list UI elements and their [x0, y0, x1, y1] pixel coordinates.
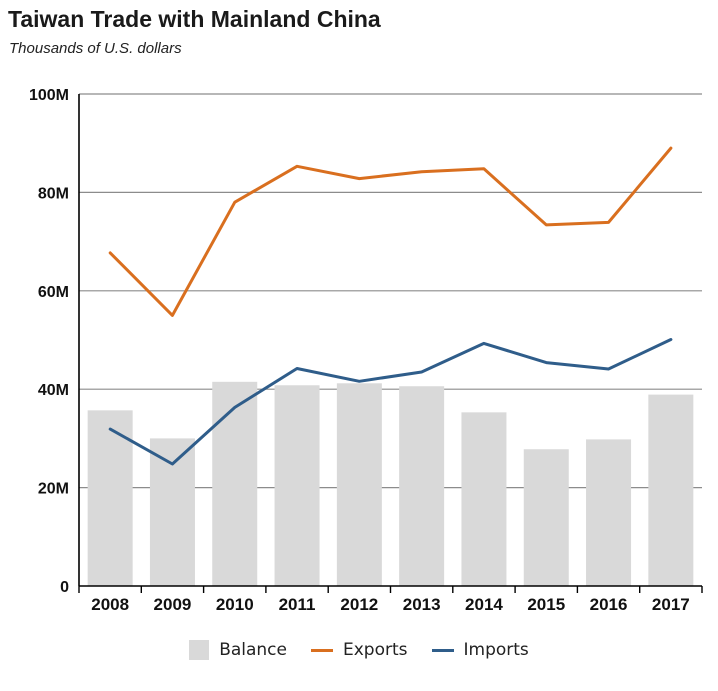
x-tick-label: 2016: [590, 595, 628, 614]
x-tick-label: 2015: [527, 595, 565, 614]
x-tick-label: 2008: [91, 595, 129, 614]
bar-balance: [336, 383, 382, 586]
legend-label-exports: Exports: [343, 640, 408, 660]
bar-balance: [523, 449, 569, 586]
legend-swatch-imports: [431, 648, 454, 652]
bar-balance: [399, 386, 445, 586]
x-tick-label: 2012: [340, 595, 378, 614]
legend-swatch-balance: [189, 640, 210, 660]
y-tick-label: 60M: [38, 284, 69, 301]
chart-title: Taiwan Trade with Mainland China: [8, 6, 381, 32]
chart-subtitle: Thousands of U.S. dollars: [9, 40, 182, 57]
bar-balance: [274, 385, 320, 586]
x-tick-label: 2011: [279, 595, 316, 614]
y-tick-label: 100M: [29, 87, 69, 104]
x-tick-label: 2013: [403, 595, 441, 614]
y-tick-label: 40M: [38, 382, 69, 399]
legend-item-imports: Imports: [431, 640, 529, 660]
bar-balance: [149, 438, 195, 586]
line-imports: [108, 338, 673, 466]
bar-balance: [586, 439, 632, 586]
x-tick-label: 2017: [652, 595, 690, 614]
bar-balance: [648, 394, 694, 586]
y-tick-label: 0: [60, 579, 69, 596]
x-tick-label: 2014: [465, 595, 503, 614]
line-exports: [108, 146, 673, 317]
y-tick-label: 80M: [38, 185, 69, 202]
legend-item-balance: Balance: [189, 640, 287, 660]
bar-balance: [87, 410, 133, 586]
x-tick-label: 2010: [216, 595, 254, 614]
bar-balance: [212, 381, 258, 586]
chart-legend: Balance Exports Imports: [0, 640, 718, 660]
bar-balance: [461, 412, 507, 586]
legend-label-imports: Imports: [463, 640, 529, 660]
legend-label-balance: Balance: [219, 640, 287, 660]
legend-swatch-exports: [311, 648, 333, 652]
x-tick-label: 2009: [154, 595, 192, 614]
y-tick-label: 20M: [38, 481, 69, 498]
legend-item-exports: Exports: [311, 640, 408, 660]
